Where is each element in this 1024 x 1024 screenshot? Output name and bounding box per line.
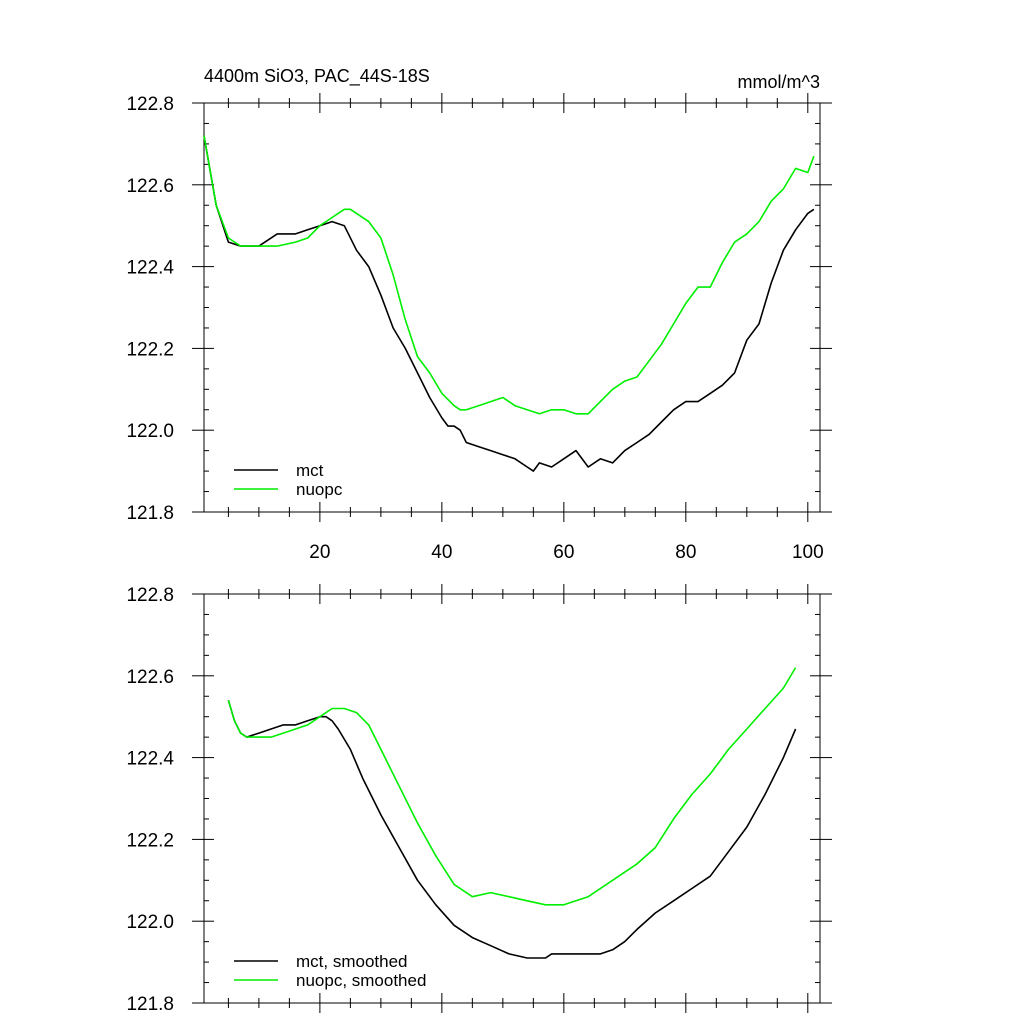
x-tick-label: 20 [309,542,330,563]
series-line-nuopc [203,135,815,415]
y-tick-label: 122.8 [126,585,174,606]
y-tick-label: 122.4 [126,749,174,770]
y-tick-label: 122.4 [126,258,174,279]
x-tick-label: 40 [431,542,452,563]
y-tick-label: 122.2 [126,339,174,360]
y-tick-label: 122.0 [126,912,174,933]
y-tick-label: 121.8 [126,994,174,1015]
y-tick-label: 121.8 [126,503,174,524]
x-tick-label: 80 [675,542,696,563]
y-tick-label: 122.6 [126,667,174,688]
chart-title: 4400m SiO3, PAC_44S-18S [204,66,430,87]
legend-label: mct, smoothed [296,952,408,971]
legend-label: nuopc, smoothed [296,971,426,990]
y-tick-label: 122.8 [126,94,174,115]
series-line-nuopc-smoothed [227,667,797,906]
legend-label: nuopc [296,480,343,499]
plot-frame [203,593,821,1004]
bottom-panel: 121.8 122.0 122.2 122.4 122.6 122.8 mct, smoo… [126,584,832,1015]
y-tick-label: 122.2 [126,830,174,851]
top-panel: 4400m SiO3, PAC_44S-18S mmol/m^3 20 40 60 8… [126,66,832,563]
x-tick-label: 60 [553,542,574,563]
series-line-mct-smoothed [227,700,797,959]
y-tick-label: 122.6 [126,176,174,197]
x-tick-label: 100 [792,542,824,563]
units-label: mmol/m^3 [738,72,820,92]
series-line-mct [203,135,815,472]
plot-frame [203,102,821,513]
y-tick-label: 122.0 [126,421,174,442]
legend-label: mct [296,461,324,480]
